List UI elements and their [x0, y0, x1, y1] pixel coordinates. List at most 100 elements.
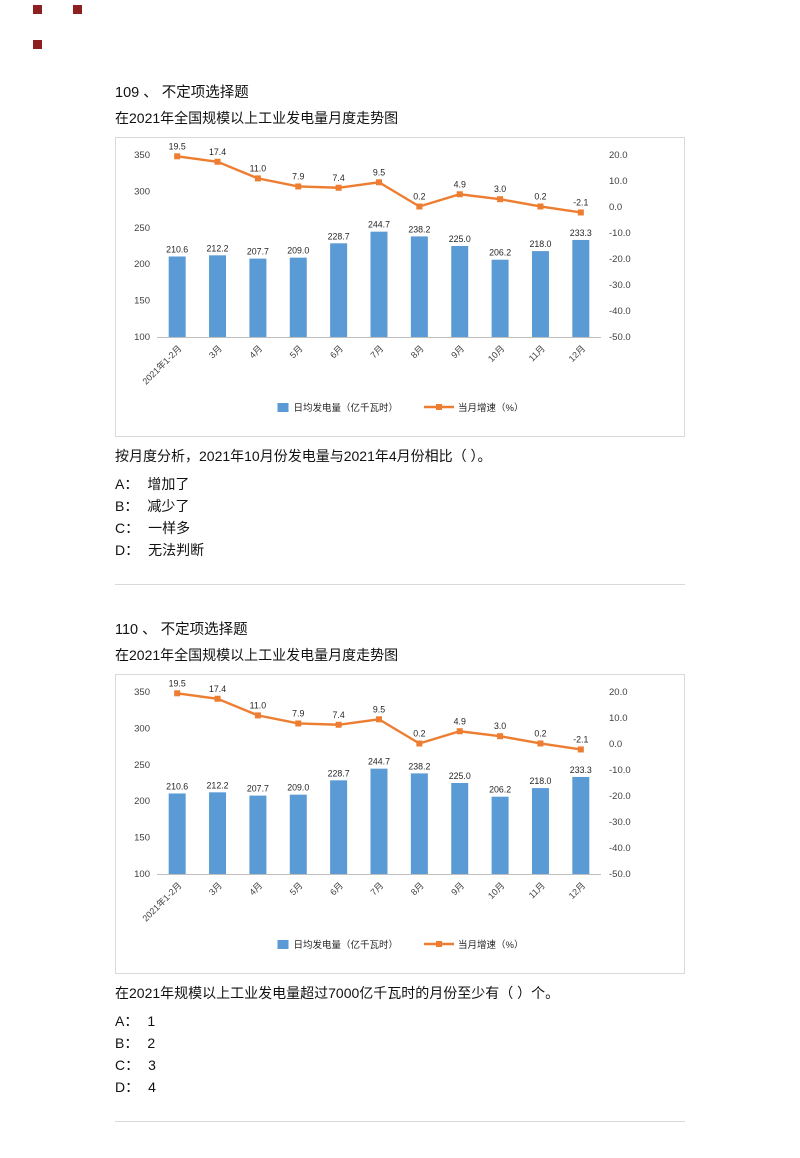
- svg-text:0.2: 0.2: [413, 728, 425, 738]
- chart-caption: 在2021年全国规模以上工业发电量月度走势图: [115, 647, 399, 663]
- corner-marker-icon: [33, 5, 42, 14]
- svg-text:日均发电量（亿千瓦时）: 日均发电量（亿千瓦时）: [294, 402, 399, 414]
- question-header: 110 、 不定项选择题: [115, 622, 248, 638]
- option-label: B：: [115, 498, 139, 514]
- svg-text:200: 200: [134, 259, 150, 270]
- svg-text:238.2: 238.2: [408, 761, 430, 771]
- svg-text:207.7: 207.7: [247, 247, 269, 257]
- svg-text:207.7: 207.7: [247, 784, 269, 794]
- svg-text:19.5: 19.5: [169, 141, 186, 151]
- svg-text:19.5: 19.5: [169, 678, 186, 688]
- svg-text:10.0: 10.0: [609, 176, 628, 187]
- svg-text:233.3: 233.3: [570, 228, 592, 238]
- option-text: 减少了: [147, 498, 190, 514]
- svg-text:11.0: 11.0: [250, 700, 267, 710]
- option-c: C： 3: [115, 1054, 685, 1076]
- svg-text:-2.1: -2.1: [573, 734, 588, 744]
- svg-text:250: 250: [134, 223, 150, 234]
- corner-marker-icon: [73, 5, 82, 14]
- option-label: D：: [115, 542, 140, 558]
- svg-text:100: 100: [134, 332, 150, 343]
- svg-text:3.0: 3.0: [494, 721, 506, 731]
- svg-text:9.5: 9.5: [373, 704, 385, 714]
- svg-text:228.7: 228.7: [328, 768, 350, 778]
- option-label: C：: [115, 520, 140, 536]
- svg-text:0.0: 0.0: [609, 739, 622, 750]
- svg-text:250: 250: [134, 760, 150, 771]
- question-header: 109 、 不定项选择题: [115, 85, 249, 101]
- svg-text:-2.1: -2.1: [573, 197, 588, 207]
- svg-text:-20.0: -20.0: [609, 791, 631, 802]
- svg-text:225.0: 225.0: [449, 771, 471, 781]
- svg-text:212.2: 212.2: [207, 243, 229, 253]
- svg-text:7.4: 7.4: [333, 173, 345, 183]
- section-divider: [115, 584, 685, 585]
- svg-text:-30.0: -30.0: [609, 280, 631, 291]
- svg-text:218.0: 218.0: [529, 239, 551, 249]
- svg-text:244.7: 244.7: [368, 220, 390, 230]
- svg-text:244.7: 244.7: [368, 757, 390, 767]
- option-b: B： 2: [115, 1032, 685, 1054]
- question-110: 110 、 不定项选择题 在2021年全国规模以上工业发电量月度走势图 350 3…: [115, 621, 685, 1098]
- option-label: A：: [115, 476, 139, 492]
- svg-text:当月增速（%）: 当月增速（%）: [458, 402, 523, 414]
- svg-text:150: 150: [134, 833, 150, 844]
- svg-text:11.0: 11.0: [250, 163, 267, 173]
- svg-text:300: 300: [134, 186, 150, 197]
- svg-text:212.2: 212.2: [207, 780, 229, 790]
- content: 109 、 不定项选择题 在2021年全国规模以上工业发电量月度走势图 350 3…: [115, 84, 685, 1158]
- svg-text:210.6: 210.6: [166, 244, 188, 254]
- option-b: B： 减少了: [115, 495, 685, 517]
- svg-text:7.9: 7.9: [292, 171, 304, 181]
- svg-text:4.9: 4.9: [454, 179, 466, 189]
- svg-text:9.5: 9.5: [373, 167, 385, 177]
- option-label: C：: [115, 1057, 140, 1073]
- option-text: 4: [148, 1079, 156, 1095]
- svg-text:-40.0: -40.0: [609, 306, 631, 317]
- option-label: B：: [115, 1035, 139, 1051]
- corner-marker-icon: [33, 40, 42, 49]
- section-divider: [115, 1121, 685, 1122]
- svg-text:17.4: 17.4: [209, 684, 226, 694]
- option-text: 2: [147, 1035, 156, 1051]
- svg-text:-20.0: -20.0: [609, 254, 631, 265]
- svg-text:17.4: 17.4: [209, 147, 226, 157]
- svg-text:300: 300: [134, 723, 150, 734]
- option-a: A： 增加了: [115, 473, 685, 495]
- svg-text:-10.0: -10.0: [609, 228, 631, 239]
- question-109: 109 、 不定项选择题 在2021年全国规模以上工业发电量月度走势图 350 3…: [115, 84, 685, 561]
- svg-text:-30.0: -30.0: [609, 817, 631, 828]
- svg-text:日均发电量（亿千瓦时）: 日均发电量（亿千瓦时）: [294, 939, 399, 951]
- svg-text:0.0: 0.0: [609, 202, 622, 213]
- question-text: 按月度分析，2021年10月份发电量与2021年4月份相比（ ）。: [115, 448, 492, 464]
- svg-text:3.0: 3.0: [494, 184, 506, 194]
- svg-text:350: 350: [134, 687, 150, 698]
- svg-text:150: 150: [134, 296, 150, 307]
- svg-text:100: 100: [134, 869, 150, 880]
- power-generation-chart: 350 300 250 200 150 100 20.0 10.0 0.0 -10.0 -20.0 -…: [115, 137, 685, 437]
- svg-text:4.9: 4.9: [454, 716, 466, 726]
- option-label: D：: [115, 1079, 140, 1095]
- power-generation-chart: 350 300 250 200 150 100 20.0 10.0 0.0 -10.0 -20.0 -…: [115, 674, 685, 974]
- svg-text:350: 350: [134, 150, 150, 161]
- svg-text:-50.0: -50.0: [609, 869, 631, 880]
- svg-text:7.9: 7.9: [292, 708, 304, 718]
- svg-text:7.4: 7.4: [333, 710, 345, 720]
- option-d: D： 无法判断: [115, 539, 685, 561]
- svg-text:20.0: 20.0: [609, 150, 628, 161]
- svg-text:238.2: 238.2: [408, 224, 430, 234]
- svg-text:0.2: 0.2: [534, 728, 546, 738]
- option-text: 3: [148, 1057, 156, 1073]
- svg-text:20.0: 20.0: [609, 687, 628, 698]
- svg-text:0.2: 0.2: [413, 191, 425, 201]
- svg-text:228.7: 228.7: [328, 231, 350, 241]
- svg-text:210.6: 210.6: [166, 781, 188, 791]
- option-a: A： 1: [115, 1010, 685, 1032]
- svg-text:209.0: 209.0: [287, 783, 309, 793]
- svg-text:233.3: 233.3: [570, 765, 592, 775]
- chart-caption: 在2021年全国规模以上工业发电量月度走势图: [115, 110, 399, 126]
- option-d: D： 4: [115, 1076, 685, 1098]
- svg-text:10.0: 10.0: [609, 713, 628, 724]
- svg-text:218.0: 218.0: [529, 776, 551, 786]
- svg-text:206.2: 206.2: [489, 248, 511, 258]
